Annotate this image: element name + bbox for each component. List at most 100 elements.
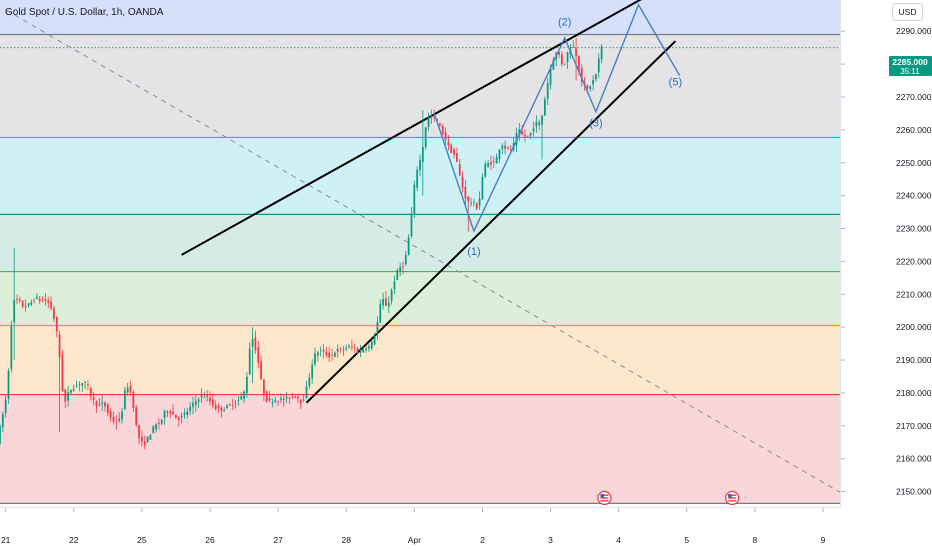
candle[interactable] <box>271 398 274 408</box>
us-flag-event-icon[interactable] <box>725 490 740 506</box>
candle[interactable] <box>416 166 419 191</box>
candle[interactable] <box>597 53 600 79</box>
candle[interactable] <box>223 407 226 412</box>
candle[interactable] <box>75 380 78 388</box>
candle[interactable] <box>424 126 427 150</box>
candle[interactable] <box>251 327 254 384</box>
candle[interactable] <box>345 344 348 352</box>
candle[interactable] <box>248 342 251 375</box>
candle[interactable] <box>169 409 172 419</box>
candle[interactable] <box>0 424 1 446</box>
candle[interactable] <box>217 403 220 414</box>
candle[interactable] <box>115 414 118 430</box>
us-flag-event-icon[interactable] <box>597 490 612 506</box>
candle[interactable] <box>126 382 129 397</box>
candle[interactable] <box>21 300 24 309</box>
candle[interactable] <box>484 160 487 179</box>
wave-path[interactable] <box>433 3 681 233</box>
candle[interactable] <box>453 147 455 159</box>
candle[interactable] <box>368 343 370 352</box>
candle[interactable] <box>36 292 38 300</box>
candle[interactable] <box>535 115 538 134</box>
candle[interactable] <box>280 393 282 404</box>
candle[interactable] <box>226 404 228 410</box>
candle[interactable] <box>328 346 331 363</box>
candle[interactable] <box>297 395 299 404</box>
candle[interactable] <box>92 392 95 406</box>
candle[interactable] <box>399 262 402 277</box>
candle[interactable] <box>192 396 194 414</box>
candle[interactable] <box>186 407 189 419</box>
candle[interactable] <box>129 380 132 396</box>
candle[interactable] <box>308 372 311 390</box>
candle[interactable] <box>376 316 379 340</box>
candle[interactable] <box>495 153 498 164</box>
candle[interactable] <box>532 121 535 137</box>
candle[interactable] <box>166 410 169 417</box>
candle[interactable] <box>101 394 104 411</box>
candle[interactable] <box>600 44 603 64</box>
candle[interactable] <box>209 391 211 406</box>
candle[interactable] <box>470 197 472 207</box>
candle[interactable] <box>33 298 35 304</box>
candle[interactable] <box>177 416 180 427</box>
candle[interactable] <box>78 381 81 392</box>
candle[interactable] <box>282 394 285 407</box>
candle[interactable] <box>55 316 58 338</box>
candle[interactable] <box>501 143 504 155</box>
candle[interactable] <box>461 171 464 193</box>
candle[interactable] <box>410 206 413 239</box>
candle[interactable] <box>490 155 492 170</box>
candle[interactable] <box>456 147 458 163</box>
candle[interactable] <box>447 135 450 151</box>
candle[interactable] <box>4 394 7 418</box>
candle[interactable] <box>1 411 4 433</box>
candle[interactable] <box>498 149 501 164</box>
candle[interactable] <box>152 425 155 434</box>
candle[interactable] <box>143 435 146 450</box>
candle[interactable] <box>285 391 288 403</box>
candle[interactable] <box>402 261 404 275</box>
candle[interactable] <box>158 418 160 430</box>
candle[interactable] <box>123 386 126 411</box>
candle[interactable] <box>563 63 566 66</box>
candle[interactable] <box>254 330 257 354</box>
candle[interactable] <box>243 390 245 404</box>
candle[interactable] <box>526 135 529 139</box>
candle[interactable] <box>458 158 461 177</box>
candle[interactable] <box>220 405 223 418</box>
candle[interactable] <box>64 388 67 409</box>
candle[interactable] <box>592 75 594 91</box>
candle[interactable] <box>314 347 316 367</box>
candle[interactable] <box>359 344 362 358</box>
candle[interactable] <box>427 112 430 131</box>
candle[interactable] <box>81 383 84 392</box>
candle[interactable] <box>183 408 186 420</box>
candle[interactable] <box>277 400 279 406</box>
candle[interactable] <box>561 51 563 67</box>
candle[interactable] <box>61 350 64 392</box>
candle[interactable] <box>87 380 89 391</box>
candle[interactable] <box>589 85 592 92</box>
candle[interactable] <box>353 343 356 353</box>
candle[interactable] <box>305 380 308 399</box>
candle[interactable] <box>433 109 436 122</box>
candle[interactable] <box>566 51 569 69</box>
candle[interactable] <box>228 403 231 406</box>
candle[interactable] <box>541 114 543 160</box>
candle[interactable] <box>379 299 382 324</box>
candle[interactable] <box>89 386 92 401</box>
candle[interactable] <box>387 296 390 314</box>
candle[interactable] <box>58 330 61 433</box>
candle[interactable] <box>543 96 546 116</box>
candle[interactable] <box>38 296 41 304</box>
candle[interactable] <box>504 140 507 155</box>
candle[interactable] <box>72 384 75 393</box>
candle[interactable] <box>393 275 396 295</box>
candle[interactable] <box>370 339 373 351</box>
candle[interactable] <box>316 350 319 362</box>
candle[interactable] <box>481 173 484 200</box>
candle[interactable] <box>299 399 302 409</box>
candle[interactable] <box>311 359 314 384</box>
